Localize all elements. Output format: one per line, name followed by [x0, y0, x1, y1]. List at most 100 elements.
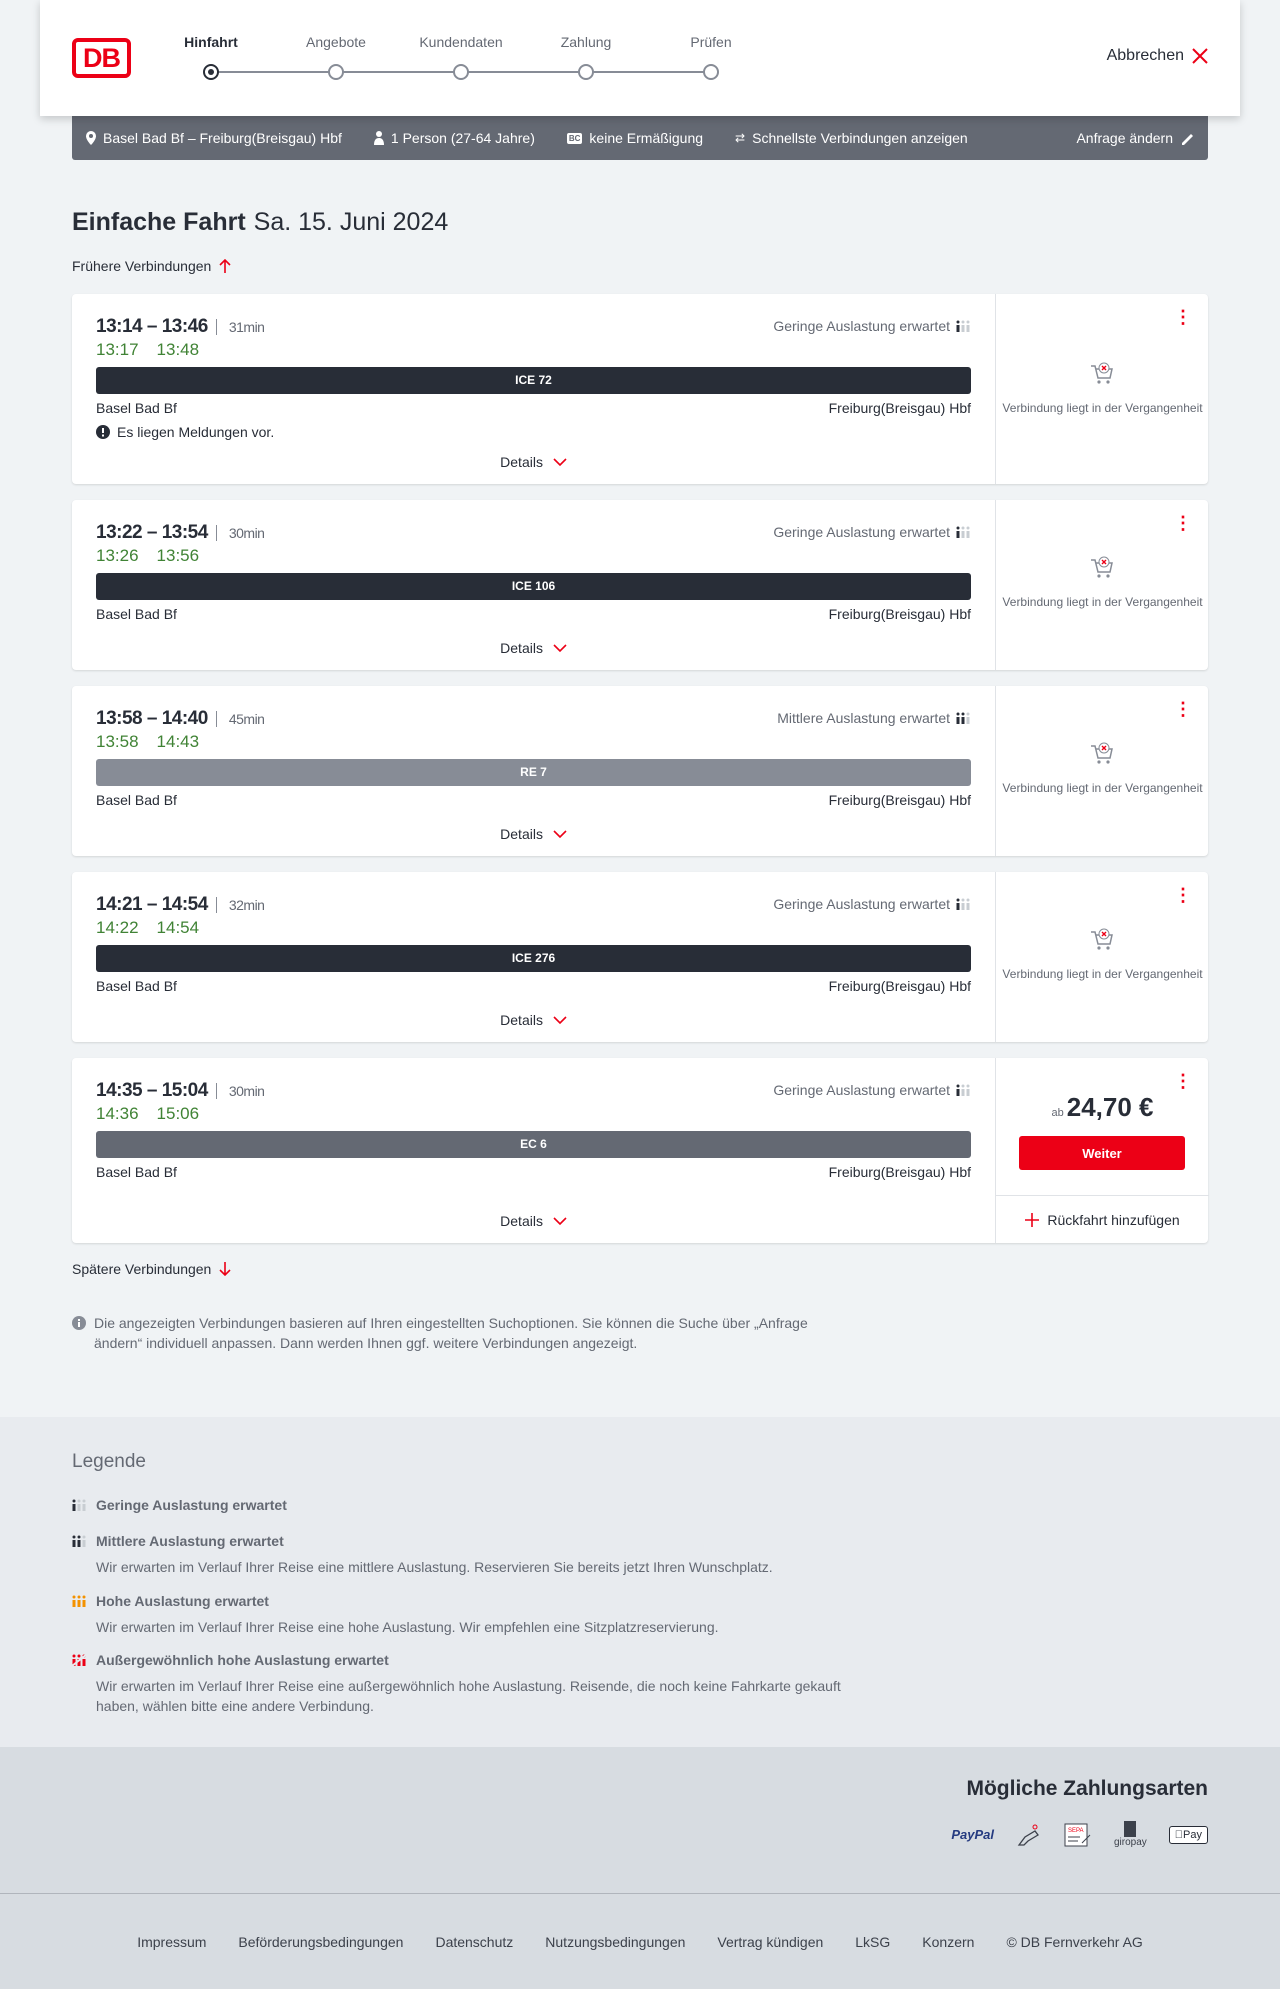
realtime-arrival: 15:06: [156, 1104, 200, 1123]
footer-link[interactable]: Konzern: [922, 1933, 975, 1950]
details-toggle[interactable]: Details: [72, 640, 995, 656]
giropay-icon: giropay: [1114, 1821, 1147, 1848]
details-label: Details: [500, 640, 543, 656]
step-1-label: Angebote: [306, 34, 366, 50]
train-bar[interactable]: EC 6: [96, 1131, 971, 1158]
occupancy-icon: [956, 898, 970, 910]
route-text: Basel Bad Bf – Freiburg(Breisgau) Hbf: [103, 130, 342, 146]
arrival-station: Freiburg(Breisgau) Hbf: [828, 606, 971, 622]
chevron-down-icon: [553, 458, 567, 467]
sepa-icon: SEPA: [1064, 1823, 1091, 1846]
footer-link[interactable]: Nutzungsbedingungen: [545, 1933, 686, 1950]
legend-item-title: Außergewöhnlich hohe Auslastung erwartet: [96, 1652, 389, 1668]
bahncard-icon: BC: [566, 132, 583, 144]
occupancy-indicator: Mittlere Auslastung erwartet: [777, 710, 971, 726]
paypal-icon: PayPal: [951, 1827, 994, 1842]
info-icon: [72, 1316, 86, 1330]
occupancy-indicator: Geringe Auslastung erwartet: [773, 896, 971, 912]
later-connections-link[interactable]: Spätere Verbindungen: [72, 1261, 231, 1277]
train-bar[interactable]: ICE 106: [96, 573, 971, 600]
train-bar[interactable]: RE 7: [96, 759, 971, 786]
footer-link[interactable]: Beförderungsbedingungen: [238, 1933, 404, 1950]
planned-times: 14:21 – 14:54 32min: [96, 894, 265, 916]
step-1-indicator: [328, 64, 344, 80]
details-toggle[interactable]: Details: [72, 826, 995, 842]
realtime-departure: 13:26: [96, 546, 139, 565]
legend-item-occupancy-low: Geringe Auslastung erwartet: [72, 1497, 287, 1513]
more-options-icon[interactable]: ⋮: [1174, 885, 1192, 905]
plus-icon: [1025, 1212, 1040, 1227]
step-0-indicator: [203, 64, 219, 80]
change-request-button[interactable]: Anfrage ändern: [1076, 130, 1194, 146]
more-options-icon[interactable]: ⋮: [1174, 307, 1192, 327]
occupancy-icon: [956, 1084, 970, 1096]
details-toggle[interactable]: Details: [72, 454, 995, 470]
price: ab 24,70 €: [996, 1092, 1209, 1123]
realtime-arrival: 14:54: [156, 918, 200, 937]
departure-station: Basel Bad Bf: [96, 978, 177, 994]
footer-link[interactable]: LkSG: [855, 1933, 891, 1950]
legend-item-title: Geringe Auslastung erwartet: [96, 1497, 287, 1513]
departure-station: Basel Bad Bf: [96, 1164, 177, 1180]
step-4-indicator: [703, 64, 719, 80]
footer-link[interactable]: Impressum: [137, 1933, 207, 1950]
realtime-departure: 14:36: [96, 1104, 139, 1123]
planned-times: 14:35 – 15:04 30min: [96, 1080, 265, 1102]
later-label: Spätere Verbindungen: [72, 1261, 212, 1277]
occupancy-text: Mittlere Auslastung erwartet: [777, 710, 950, 726]
payment-section: Mögliche Zahlungsarten PayPal SEPA girop…: [0, 1747, 1280, 1893]
add-return-button[interactable]: Rückfahrt hinzufügen: [996, 1195, 1209, 1243]
credit-card-icon: [1017, 1824, 1039, 1846]
connection-info: 13:58 – 14:40 45min 13:58 14:43 Mittlere A…: [72, 686, 995, 856]
realtime-times: 14:36 15:06: [96, 1104, 217, 1124]
connection-card: 14:35 – 15:04 30min 14:36 15:06 Geringe Au…: [72, 1058, 1209, 1243]
footer-link[interactable]: Vertrag kündigen: [717, 1933, 824, 1950]
more-options-icon[interactable]: ⋮: [1174, 1071, 1192, 1091]
offer-panel: ⋮ Verbindung liegt in der Vergangenheit: [995, 872, 1208, 1042]
arrival-station: Freiburg(Breisgau) Hbf: [828, 1164, 971, 1180]
footer: Impressum Beförderungsbedingungen Datensch…: [0, 1893, 1280, 1989]
realtime-times: 13:17 13:48: [96, 340, 217, 360]
train-bar[interactable]: ICE 72: [96, 367, 971, 394]
past-connection-note: Verbindung liegt in der Vergangenheit: [1002, 595, 1203, 609]
continue-button[interactable]: Weiter: [1019, 1136, 1185, 1170]
time-range: 13:58 – 14:40: [96, 708, 208, 729]
realtime-departure: 14:22: [96, 918, 139, 937]
realtime-times: 14:22 14:54: [96, 918, 217, 938]
cart-unavailable-icon: [1091, 742, 1113, 764]
chevron-down-icon: [553, 1217, 567, 1226]
legend-item-title: Mittlere Auslastung erwartet: [96, 1533, 284, 1549]
summary-discount: BC keine Ermäßigung: [566, 130, 703, 146]
connection-info: 13:14 – 13:46 31min 13:17 13:48 Geringe Au…: [72, 294, 995, 484]
arrival-station: Freiburg(Breisgau) Hbf: [828, 978, 971, 994]
footer-link[interactable]: Datenschutz: [435, 1933, 514, 1950]
step-4-label: Prüfen: [690, 34, 732, 50]
trip-type: Einfache Fahrt: [72, 208, 246, 236]
details-toggle[interactable]: Details: [72, 1012, 995, 1028]
planned-times: 13:22 – 13:54 30min: [96, 522, 265, 544]
connection-info: 14:21 – 14:54 32min 14:22 14:54 Geringe Au…: [72, 872, 995, 1042]
db-logo[interactable]: DB: [72, 38, 131, 78]
occupancy-text: Geringe Auslastung erwartet: [773, 1082, 950, 1098]
cart-unavailable-icon: [1091, 362, 1113, 384]
occupancy-exceptional-icon: [72, 1654, 87, 1666]
occupancy-text: Geringe Auslastung erwartet: [773, 896, 950, 912]
cancel-button[interactable]: Abbrechen: [1107, 47, 1208, 65]
more-options-icon[interactable]: ⋮: [1174, 513, 1192, 533]
realtime-arrival: 13:48: [156, 340, 200, 359]
occupancy-icon: [956, 526, 970, 538]
train-bar[interactable]: ICE 276: [96, 945, 971, 972]
price-value: 24,70 €: [1066, 1092, 1154, 1122]
step-2-indicator: [453, 64, 469, 80]
chevron-down-icon: [553, 830, 567, 839]
occupancy-icon: [956, 320, 970, 332]
chevron-down-icon: [553, 1016, 567, 1025]
step-0-label[interactable]: Hinfahrt: [184, 34, 238, 50]
time-range: 13:14 – 13:46: [96, 316, 208, 337]
connection-info: 14:35 – 15:04 30min 14:36 15:06 Geringe Au…: [72, 1058, 995, 1243]
earlier-connections-link[interactable]: Frühere Verbindungen: [72, 258, 231, 274]
details-toggle[interactable]: Details: [72, 1213, 995, 1229]
time-range: 13:22 – 13:54: [96, 522, 208, 543]
passengers-text: 1 Person (27-64 Jahre): [390, 130, 535, 146]
more-options-icon[interactable]: ⋮: [1174, 699, 1192, 719]
